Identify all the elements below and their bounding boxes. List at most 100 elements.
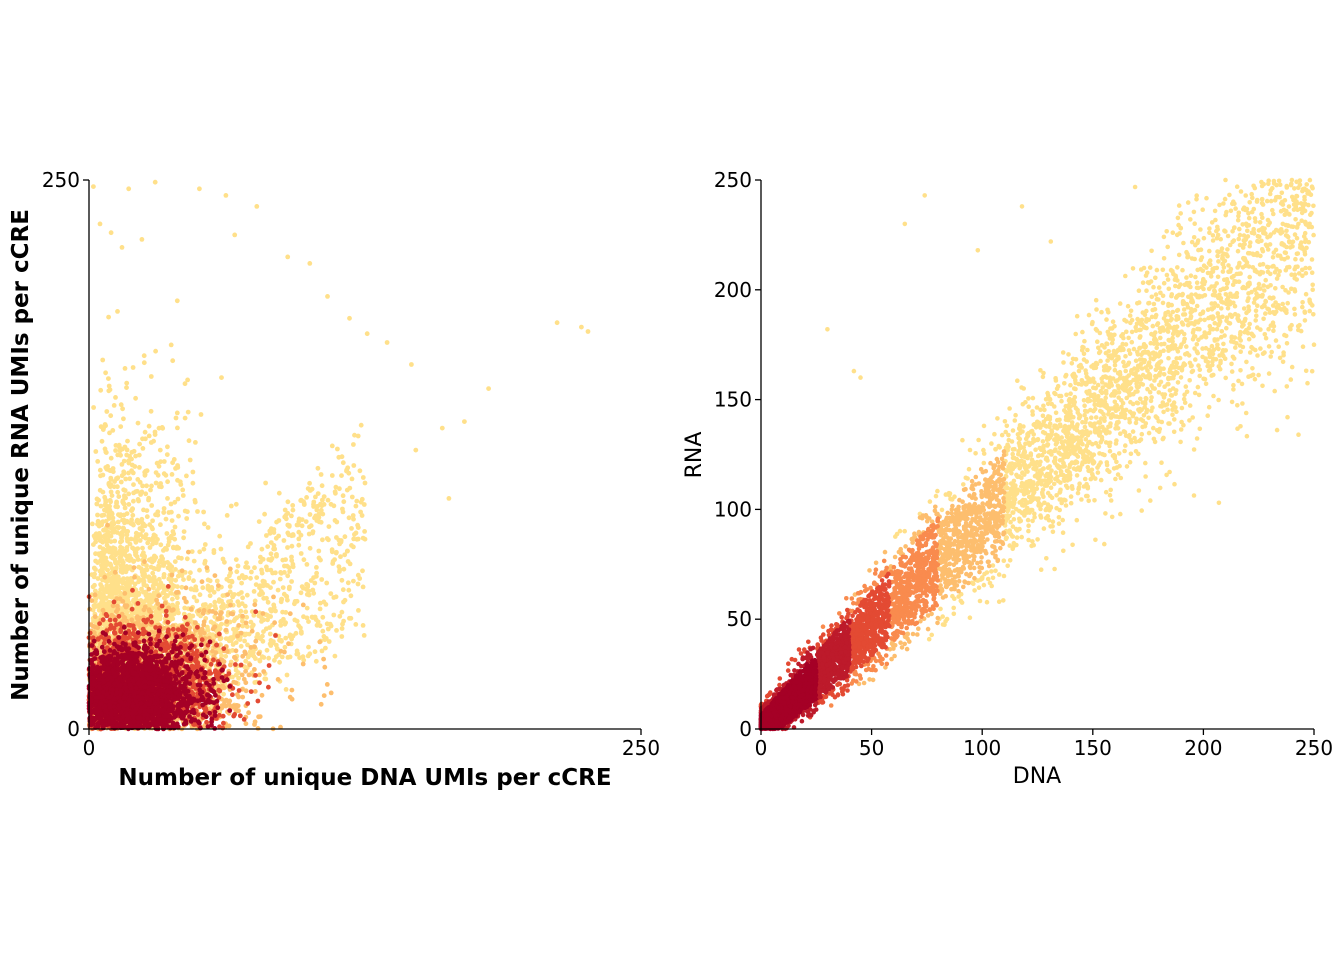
- scatter-point: [256, 519, 262, 524]
- scatter-point: [91, 405, 96, 410]
- scatter-point: [130, 512, 136, 518]
- scatter-point: [236, 575, 242, 581]
- scatter-point: [253, 582, 259, 587]
- scatter-point: [329, 443, 335, 449]
- scatter-point: [213, 610, 219, 616]
- scatter-point: [111, 484, 117, 490]
- scatter-point: [234, 569, 240, 575]
- scatter-point: [119, 530, 125, 535]
- scatter-point: [319, 511, 324, 516]
- scatter-point: [108, 554, 114, 560]
- scatter-point: [191, 578, 196, 584]
- scatter-point: [306, 531, 312, 537]
- scatter-point: [233, 501, 239, 507]
- scatter-point: [340, 587, 346, 593]
- scatter-point: [243, 620, 249, 626]
- scatter-point: [146, 423, 152, 429]
- scatter-point: [154, 588, 160, 593]
- scatter-point: [184, 556, 190, 562]
- scatter-point: [139, 489, 145, 495]
- scatter-point: [228, 662, 233, 668]
- scatter-point: [260, 556, 266, 562]
- scatter-point: [93, 449, 99, 454]
- scatter-point: [103, 562, 109, 568]
- scatter-point: [172, 524, 178, 530]
- scatter-point: [275, 587, 281, 593]
- scatter-point: [152, 557, 157, 563]
- scatter-point: [360, 584, 366, 590]
- scatter-point: [317, 606, 323, 612]
- scatter-point: [156, 576, 162, 582]
- scatter-point: [135, 497, 141, 502]
- scatter-point: [314, 565, 319, 570]
- scatter-point: [175, 496, 181, 502]
- scatter-point: [248, 619, 254, 625]
- scatter-point: [148, 374, 154, 379]
- scatter-point: [181, 577, 186, 582]
- scatter-point: [311, 502, 316, 507]
- scatter-point: [103, 449, 109, 455]
- scatter-point: [165, 593, 170, 599]
- scatter-point: [347, 615, 352, 621]
- scatter-point: [279, 654, 285, 660]
- scatter-point: [141, 578, 147, 584]
- scatter-point: [169, 509, 174, 515]
- scatter-point: [181, 529, 187, 534]
- scatter-point: [244, 614, 250, 620]
- scatter-point: [224, 576, 230, 582]
- scatter-point: [104, 409, 110, 414]
- scatter-point: [286, 641, 291, 647]
- scatter-point: [349, 526, 354, 531]
- scatter-point: [148, 440, 154, 445]
- scatter-point: [231, 618, 237, 624]
- scatter-point: [299, 517, 305, 522]
- scatter-point: [271, 605, 277, 610]
- scatter-point: [216, 583, 221, 588]
- scatter-point: [140, 571, 146, 576]
- scatter-point: [306, 619, 311, 624]
- scatter-point: [135, 532, 141, 538]
- scatter-point: [277, 659, 282, 665]
- scatter-point: [147, 545, 153, 550]
- scatter-point: [329, 473, 335, 478]
- scatter-point: [151, 565, 157, 571]
- scatter-point: [93, 588, 98, 594]
- scatter-point: [305, 653, 311, 659]
- scatter-point: [119, 538, 125, 544]
- scatter-point: [249, 569, 254, 575]
- scatter-point: [239, 672, 245, 678]
- scatter-point: [235, 599, 241, 605]
- scatter-point: [173, 577, 179, 583]
- scatter-point: [362, 536, 368, 542]
- scatter-point: [134, 517, 140, 523]
- scatter-point: [149, 525, 155, 530]
- scatter-point: [286, 523, 292, 528]
- scatter-point: [187, 457, 193, 463]
- scatter-point: [193, 440, 198, 445]
- scatter-point: [290, 503, 296, 508]
- scatter-point: [240, 595, 246, 601]
- scatter-point: [321, 502, 327, 507]
- scatter-point: [332, 653, 338, 659]
- scatter-point: [135, 477, 141, 482]
- scatter-point: [171, 531, 177, 537]
- scatter-point: [333, 490, 338, 496]
- scatter-point: [354, 498, 360, 504]
- scatter-point: [145, 540, 151, 546]
- scatter-point: [136, 622, 142, 628]
- scatter-point: [90, 584, 96, 590]
- scatter-point: [335, 446, 340, 452]
- scatter-point: [244, 560, 249, 566]
- scatter-point: [339, 577, 345, 583]
- scatter-point: [120, 406, 125, 412]
- scatter-point: [131, 565, 137, 570]
- scatter-point: [108, 489, 114, 495]
- scatter-point: [320, 537, 325, 543]
- scatter-point: [140, 483, 146, 489]
- scatter-point: [168, 342, 174, 348]
- scatter-point: [209, 585, 215, 591]
- scatter-point: [163, 472, 169, 478]
- scatter-point: [321, 599, 327, 605]
- scatter-point: [96, 523, 102, 529]
- scatter-point: [127, 476, 133, 482]
